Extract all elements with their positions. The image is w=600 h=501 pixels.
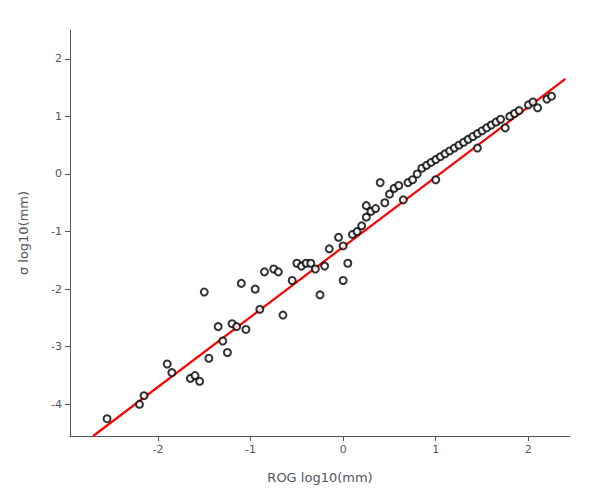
svg-text:-4: -4 [51, 398, 62, 411]
svg-text:1: 1 [432, 443, 439, 456]
svg-text:-2: -2 [51, 283, 62, 296]
svg-text:-1: -1 [51, 225, 62, 238]
svg-text:0: 0 [340, 443, 347, 456]
svg-text:-1: -1 [245, 443, 256, 456]
svg-text:1: 1 [55, 110, 62, 123]
svg-text:-2: -2 [152, 443, 163, 456]
svg-text:ROG log10(mm): ROG log10(mm) [267, 470, 372, 485]
svg-text:2: 2 [525, 443, 532, 456]
svg-text:0: 0 [55, 167, 62, 180]
svg-text:2: 2 [55, 52, 62, 65]
svg-text:-3: -3 [51, 340, 62, 353]
svg-text:σ log10(mm): σ log10(mm) [16, 191, 31, 275]
